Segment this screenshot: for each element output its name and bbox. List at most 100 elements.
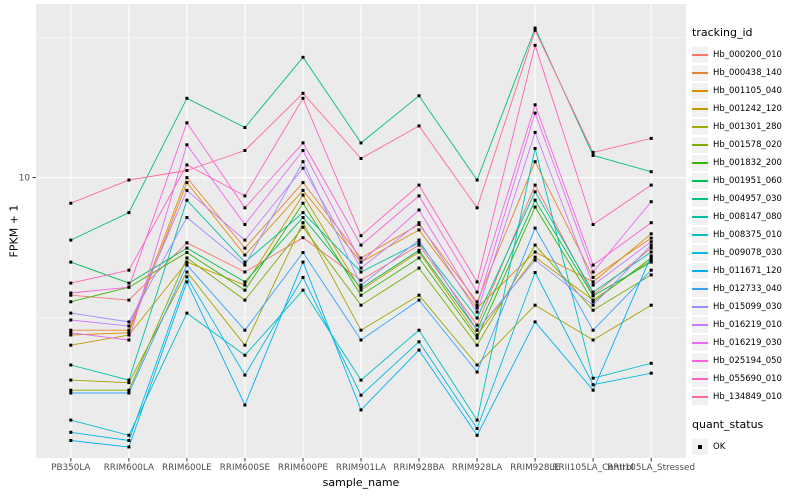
data-point bbox=[649, 250, 653, 254]
data-point bbox=[417, 250, 421, 254]
data-point bbox=[127, 381, 131, 385]
data-point bbox=[649, 232, 653, 236]
data-point bbox=[127, 391, 131, 395]
data-point bbox=[243, 298, 247, 302]
legend-entry: Hb_008375_010 bbox=[692, 226, 798, 244]
legend-key-line bbox=[692, 306, 708, 308]
data-point bbox=[591, 270, 595, 274]
legend-key bbox=[692, 137, 708, 153]
data-point bbox=[243, 246, 247, 250]
data-point bbox=[243, 288, 247, 292]
data-point bbox=[301, 160, 305, 164]
data-point bbox=[243, 149, 247, 152]
legend-key bbox=[692, 209, 708, 225]
legend-key bbox=[692, 263, 708, 279]
legend-key bbox=[692, 119, 708, 135]
data-point bbox=[301, 288, 305, 292]
legend-entry: Hb_016219_030 bbox=[692, 334, 798, 352]
x-tick-label: RRIM901LA bbox=[336, 463, 386, 473]
data-point bbox=[591, 338, 595, 342]
data-point bbox=[649, 200, 653, 204]
data-point bbox=[185, 121, 189, 125]
data-point bbox=[243, 353, 247, 357]
x-tick-label: RRIM928BA bbox=[393, 463, 444, 473]
data-point bbox=[69, 418, 73, 422]
legend-key bbox=[692, 281, 708, 297]
legend-entry-label: Hb_008147_080 bbox=[713, 212, 782, 222]
x-tick-label: RRIM928LE bbox=[510, 463, 560, 473]
data-point bbox=[301, 193, 305, 197]
data-point bbox=[475, 363, 479, 367]
data-point bbox=[475, 333, 479, 337]
data-point bbox=[185, 216, 189, 219]
data-point bbox=[417, 208, 421, 212]
legend-key-line bbox=[692, 180, 708, 182]
data-point bbox=[359, 256, 363, 260]
legend-entry-label: Hb_000438_140 bbox=[713, 68, 782, 78]
data-point bbox=[533, 226, 537, 230]
data-point bbox=[127, 433, 131, 437]
data-point bbox=[69, 201, 73, 205]
data-point bbox=[649, 246, 653, 250]
data-point bbox=[185, 188, 189, 192]
x-tick-label: RRII105LA_Control bbox=[552, 463, 634, 473]
legend-entry-label: Hb_001301_280 bbox=[713, 122, 782, 132]
legend2-title: quant_status bbox=[692, 418, 764, 431]
data-point bbox=[69, 333, 73, 337]
legend: tracking_id Hb_000200_010 Hb_000438_140 Hb… bbox=[692, 26, 798, 456]
legend-key-line bbox=[692, 342, 708, 344]
data-point bbox=[591, 328, 595, 332]
legend-entry-label: Hb_008375_010 bbox=[713, 230, 782, 240]
data-point bbox=[301, 149, 305, 152]
black-square-marker bbox=[698, 445, 702, 449]
data-point bbox=[591, 303, 595, 307]
data-point bbox=[69, 260, 73, 264]
data-point bbox=[185, 241, 189, 245]
legend-title: tracking_id bbox=[692, 26, 753, 39]
x-tick-label: RRIM928LA bbox=[452, 463, 502, 473]
data-point bbox=[185, 275, 189, 279]
data-point bbox=[185, 270, 189, 274]
data-point bbox=[243, 238, 247, 242]
data-point bbox=[69, 300, 73, 304]
legend-entry-label: Hb_004957_030 bbox=[713, 194, 782, 204]
data-point bbox=[185, 246, 189, 250]
data-point bbox=[359, 141, 363, 145]
data-point bbox=[359, 260, 363, 264]
data-point bbox=[301, 166, 305, 170]
data-point bbox=[185, 256, 189, 260]
data-point bbox=[127, 320, 131, 324]
data-point bbox=[69, 378, 73, 382]
data-point bbox=[649, 260, 653, 264]
quant-status-entry: OK bbox=[692, 438, 798, 456]
data-point bbox=[243, 283, 247, 287]
quant-status-label: OK bbox=[713, 442, 726, 452]
legend-entry: Hb_000438_140 bbox=[692, 64, 798, 82]
data-point bbox=[417, 124, 421, 128]
data-point bbox=[127, 388, 131, 392]
data-point bbox=[243, 328, 247, 332]
data-point bbox=[475, 300, 479, 304]
data-point bbox=[591, 308, 595, 312]
data-point bbox=[69, 311, 73, 315]
data-point bbox=[533, 258, 537, 262]
data-point bbox=[417, 243, 421, 247]
data-point bbox=[127, 178, 131, 182]
legend-entry: Hb_001832_200 bbox=[692, 154, 798, 172]
data-point bbox=[533, 205, 537, 209]
data-point bbox=[301, 181, 305, 185]
data-point bbox=[417, 298, 421, 302]
legend-key bbox=[692, 299, 708, 315]
data-point bbox=[69, 439, 73, 442]
legend-key-line bbox=[692, 216, 708, 218]
data-point bbox=[185, 311, 189, 315]
data-point bbox=[243, 343, 247, 347]
data-point bbox=[533, 303, 537, 307]
data-point bbox=[591, 300, 595, 304]
data-point bbox=[127, 378, 131, 382]
data-point bbox=[533, 26, 537, 30]
legend-entry: Hb_001578_020 bbox=[692, 136, 798, 154]
legend-entry-label: Hb_001951_060 bbox=[713, 176, 782, 186]
legend-entry-label: Hb_001105_040 bbox=[713, 86, 782, 96]
legend-entry-label: Hb_015099_030 bbox=[713, 302, 782, 312]
